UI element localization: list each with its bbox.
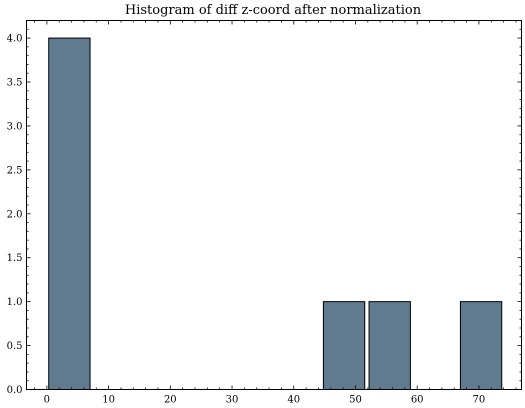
x-tick-label: 40 (287, 395, 300, 406)
x-tick-label: 0 (44, 395, 50, 406)
bar-0 (48, 37, 91, 390)
bar-3 (459, 301, 503, 390)
y-tick-label: 3.0 (7, 121, 23, 132)
chart-title: Histogram of diff z-coord after normaliz… (125, 3, 422, 18)
x-tick-label: 70 (473, 395, 486, 406)
x-tick-label: 30 (226, 395, 239, 406)
y-tick-label: 3.5 (7, 78, 23, 89)
y-tick-label: 1.5 (7, 253, 23, 264)
bars-group (48, 37, 503, 390)
y-tick-label: 4.0 (7, 34, 23, 45)
ticks-group (26, 20, 522, 390)
bar-2 (368, 301, 411, 390)
y-tick-label: 2.5 (7, 165, 23, 176)
bar-1 (322, 301, 366, 390)
y-tick-label: 0.5 (7, 341, 23, 352)
x-tick-label: 10 (102, 395, 115, 406)
x-tick-label: 50 (349, 395, 362, 406)
y-tick-label: 2.0 (7, 209, 23, 220)
x-tick-label: 20 (164, 395, 177, 406)
x-tick-label: 60 (411, 395, 424, 406)
y-tick-label: 1.0 (7, 297, 23, 308)
y-tick-label: 0.0 (7, 385, 23, 396)
tick-labels-group: 0 10 20 30 40 50 60 70 0.0 0.5 1.0 1.5 2.0 2.5 3.0 3.5 4… (7, 34, 486, 406)
plot-frame (26, 20, 522, 390)
